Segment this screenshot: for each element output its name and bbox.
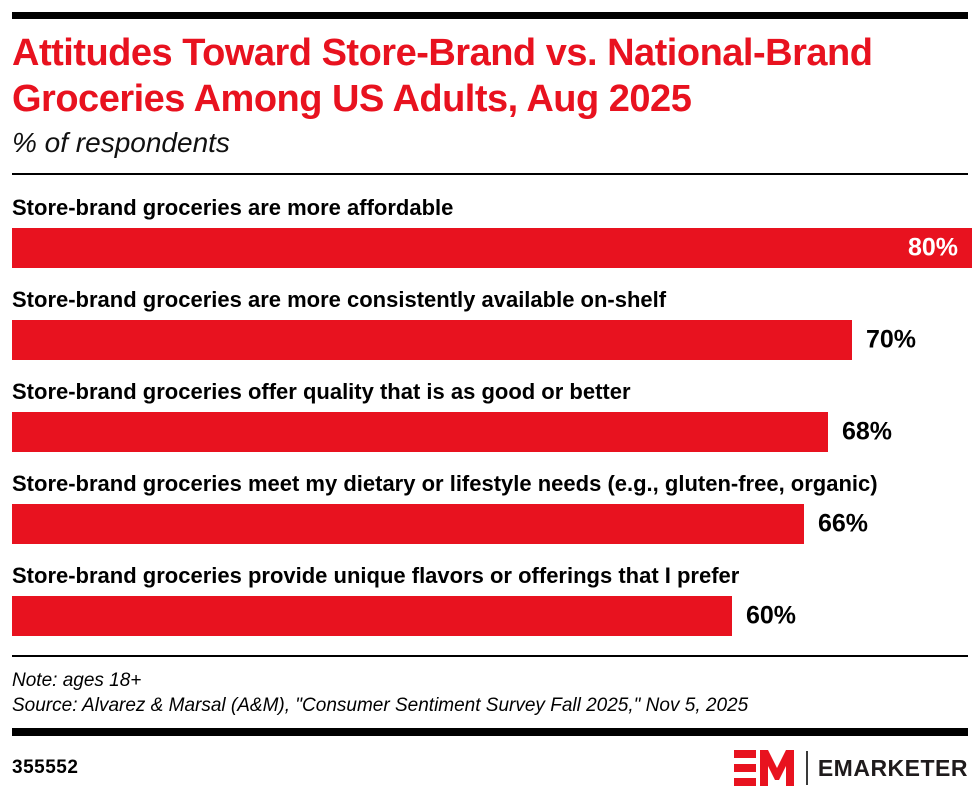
bar-category-label: Store-brand groceries are more affordabl… bbox=[12, 195, 454, 220]
chart-card: Attitudes Toward Store-Brand vs. Nationa… bbox=[12, 12, 972, 788]
bar-value: 70% bbox=[866, 325, 917, 354]
brand-wordmark: EMARKETER bbox=[817, 754, 968, 781]
note-text: Note: ages 18+ bbox=[12, 670, 142, 691]
bar: 80% bbox=[12, 228, 972, 268]
bar-track: 60% bbox=[12, 596, 968, 636]
bar-value: 80% bbox=[907, 233, 958, 262]
chart-title: Attitudes Toward Store-Brand vs. Nationa… bbox=[12, 30, 968, 122]
footer-bar: 355552 EMARKETER bbox=[12, 748, 968, 788]
bar-track: 66% bbox=[12, 504, 968, 544]
chart-row: Store-brand groceries provide unique fla… bbox=[12, 563, 968, 636]
footer-divider bbox=[12, 655, 968, 657]
chart-subtitle: % of respondents bbox=[12, 127, 230, 158]
footnotes: Note: ages 18+ Source: Alvarez & Marsal … bbox=[12, 668, 968, 718]
chart-id: 355552 bbox=[12, 757, 79, 778]
chart-title-line2: Groceries Among US Adults, Aug 2025 bbox=[12, 78, 692, 120]
chart-row: Store-brand groceries are more consisten… bbox=[12, 287, 968, 360]
bar-category-label: Store-brand groceries provide unique fla… bbox=[12, 563, 740, 588]
bar bbox=[12, 596, 732, 636]
logo-divider bbox=[805, 751, 808, 785]
bar-category-label: Store-brand groceries meet my dietary or… bbox=[12, 471, 878, 496]
chart-row: Store-brand groceries are more affordabl… bbox=[12, 195, 972, 268]
bar bbox=[12, 412, 828, 452]
chart-row: Store-brand groceries offer quality that… bbox=[12, 379, 968, 452]
top-rule bbox=[12, 12, 968, 19]
footer-rule bbox=[12, 728, 968, 736]
bar-chart: Store-brand groceries are more affordabl… bbox=[12, 175, 972, 636]
bar bbox=[12, 320, 852, 360]
bar-value: 68% bbox=[842, 417, 893, 446]
bar-value: 60% bbox=[746, 601, 797, 630]
bar-track: 80% bbox=[12, 228, 972, 268]
emarketer-logo: EMARKETER bbox=[733, 749, 968, 787]
bar bbox=[12, 504, 804, 544]
bar-value: 66% bbox=[818, 509, 869, 538]
chart-row: Store-brand groceries meet my dietary or… bbox=[12, 471, 968, 544]
em-logo-icon bbox=[733, 750, 794, 786]
bar-track: 68% bbox=[12, 412, 968, 452]
bar-category-label: Store-brand groceries are more consisten… bbox=[12, 287, 667, 312]
bar-category-label: Store-brand groceries offer quality that… bbox=[12, 379, 631, 404]
header-divider bbox=[12, 173, 968, 175]
source-text: Source: Alvarez & Marsal (A&M), "Consume… bbox=[12, 695, 749, 716]
bar-track: 70% bbox=[12, 320, 968, 360]
chart-title-line1: Attitudes Toward Store-Brand vs. Nationa… bbox=[12, 32, 873, 74]
